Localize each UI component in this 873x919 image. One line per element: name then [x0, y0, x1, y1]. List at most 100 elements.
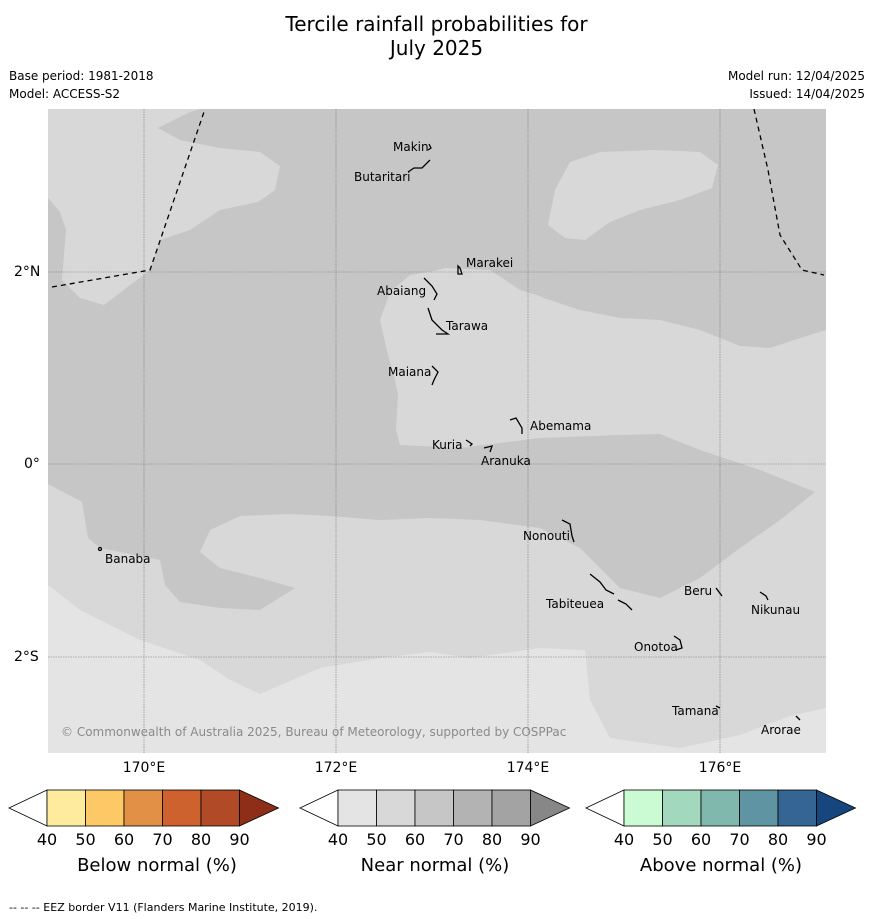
colorbar-above-segment: [700, 789, 740, 827]
colorbar-near: [299, 789, 571, 827]
colorbar-near-tick-label: 80: [481, 830, 503, 849]
label-tarawa: Tarawa: [445, 319, 488, 333]
colorbar-above-segment: [623, 789, 663, 827]
label-tabiteuea: Tabiteuea: [545, 597, 604, 611]
region-near-40-50-north: [48, 109, 280, 305]
island-aranuka: [483, 445, 493, 453]
label-marakei: Marakei: [466, 256, 513, 270]
colorbar-below-tick-label: 50: [75, 830, 96, 849]
label-maiana: Maiana: [388, 365, 431, 379]
colorbar-near-segment: [337, 789, 377, 827]
lon-label-176: 176°E: [698, 760, 742, 776]
island-tarawa: [427, 307, 451, 335]
colorbar-below-tick-label: 80: [190, 830, 212, 849]
region-near-40-50-center: [388, 268, 548, 400]
colorbar-below-under: [8, 789, 48, 827]
model-name: Model: ACCESS-S2: [9, 87, 121, 101]
chart-title-line2: July 2025: [389, 36, 484, 60]
colorbar-below-title: Below normal (%): [77, 855, 237, 876]
label-makin: Makin: [393, 140, 429, 154]
colorbar-near-tick-label: 90: [520, 830, 541, 849]
colorbar-below-segment: [200, 789, 240, 827]
label-abaiang: Abaiang: [377, 284, 426, 298]
colorbar-above-tick-label: 80: [767, 830, 789, 849]
colorbar-near-segment: [491, 789, 531, 827]
colorbar-below-tick-label: 60: [113, 830, 135, 849]
colorbar-above-tick-label: 50: [652, 830, 673, 849]
island-abaiang: [423, 277, 438, 301]
graticule: [48, 109, 826, 753]
colorbar-near-segment: [376, 789, 416, 827]
colorbar-near-title: Near normal (%): [360, 855, 510, 876]
colorbar-near-under: [299, 789, 339, 827]
colorbar-above-segment: [662, 789, 702, 827]
colorbar-above-tick-label: 90: [806, 830, 827, 849]
lat-label-2s: 2°S: [14, 649, 39, 665]
island-butaritari: [407, 159, 431, 173]
label-abemama: Abemama: [530, 419, 591, 433]
island-onotoa: [673, 635, 683, 651]
colorbar-below-tick-label: 40: [36, 830, 58, 849]
colorbar-below-segment: [123, 789, 163, 827]
eez-border: [51, 109, 825, 288]
island-tabiteuea: [589, 573, 633, 611]
colorbar-below-tick-label: 70: [152, 830, 173, 849]
region-near-50-60: [48, 109, 826, 610]
place-labels: Makin Butaritari Marakei Abaiang Tarawa …: [105, 140, 801, 737]
colorbar-below-over: [239, 789, 280, 827]
island-arorae: [795, 715, 801, 721]
map-copyright: © Commonwealth of Australia 2025, Bureau…: [61, 725, 566, 739]
colorbar-near-tick-label: 60: [404, 830, 426, 849]
lon-label-172: 172°E: [314, 760, 358, 776]
model-run: Model run: 12/04/2025: [727, 69, 865, 83]
colorbar-near-tick-label: 70: [443, 830, 464, 849]
island-maiana: [431, 365, 439, 386]
colorbar-below-segment: [162, 789, 202, 827]
chart-title-line1: Tercile rainfall probabilities for: [285, 12, 588, 36]
colorbar-above-under: [585, 789, 625, 827]
colorbar-above: [585, 789, 857, 827]
island-beru: [715, 587, 723, 597]
island-nikunau: [759, 591, 769, 601]
label-banaba: Banaba: [105, 552, 151, 566]
label-aranuka: Aranuka: [481, 454, 531, 468]
island-makin: [427, 143, 432, 151]
colorbar-below-segment: [46, 789, 86, 827]
island-nonouti: [561, 519, 575, 543]
colorbar-near-over: [530, 789, 571, 827]
colorbar-near-segment: [414, 789, 454, 827]
label-kuria: Kuria: [432, 438, 463, 452]
region-near-40-50-east: [548, 150, 718, 240]
label-butaritari: Butaritari: [354, 170, 411, 184]
label-nonouti: Nonouti: [523, 529, 570, 543]
island-banaba: [97, 546, 103, 552]
colorbar-near-tick-label: 50: [366, 830, 387, 849]
island-tamana: [715, 705, 721, 709]
lon-label-170: 170°E: [122, 760, 166, 776]
colorbar-above-segment: [739, 789, 779, 827]
island-abemama: [509, 417, 523, 434]
base-period: Base period: 1981-2018: [9, 69, 154, 83]
label-onotoa: Onotoa: [634, 640, 678, 654]
label-nikunau: Nikunau: [751, 603, 800, 617]
footnote-eez: -- -- -- EEZ border V11 (Flanders Marine…: [9, 901, 318, 914]
label-arorae: Arorae: [761, 723, 801, 737]
lat-label-2n: 2°N: [14, 264, 41, 280]
colorbar-above-tick-label: 40: [613, 830, 635, 849]
colorbar-above-segment: [777, 789, 817, 827]
issued-date: Issued: 14/04/2025: [749, 87, 865, 101]
label-tamana: Tamana: [671, 704, 719, 718]
colorbar-below-segment: [85, 789, 125, 827]
island-kuria: [465, 439, 474, 447]
colorbar-below-tick-label: 90: [229, 830, 250, 849]
lon-label-174: 174°E: [506, 760, 550, 776]
label-beru: Beru: [684, 584, 712, 598]
colorbar-below: [8, 789, 280, 827]
islands: [97, 143, 801, 721]
map-shading: Makin Butaritari Marakei Abaiang Tarawa …: [48, 109, 826, 753]
colorbar-above-title: Above normal (%): [639, 855, 803, 876]
colorbar-above-tick-label: 70: [729, 830, 750, 849]
colorbar-near-segment: [453, 789, 493, 827]
colorbar-above-over: [816, 789, 857, 827]
